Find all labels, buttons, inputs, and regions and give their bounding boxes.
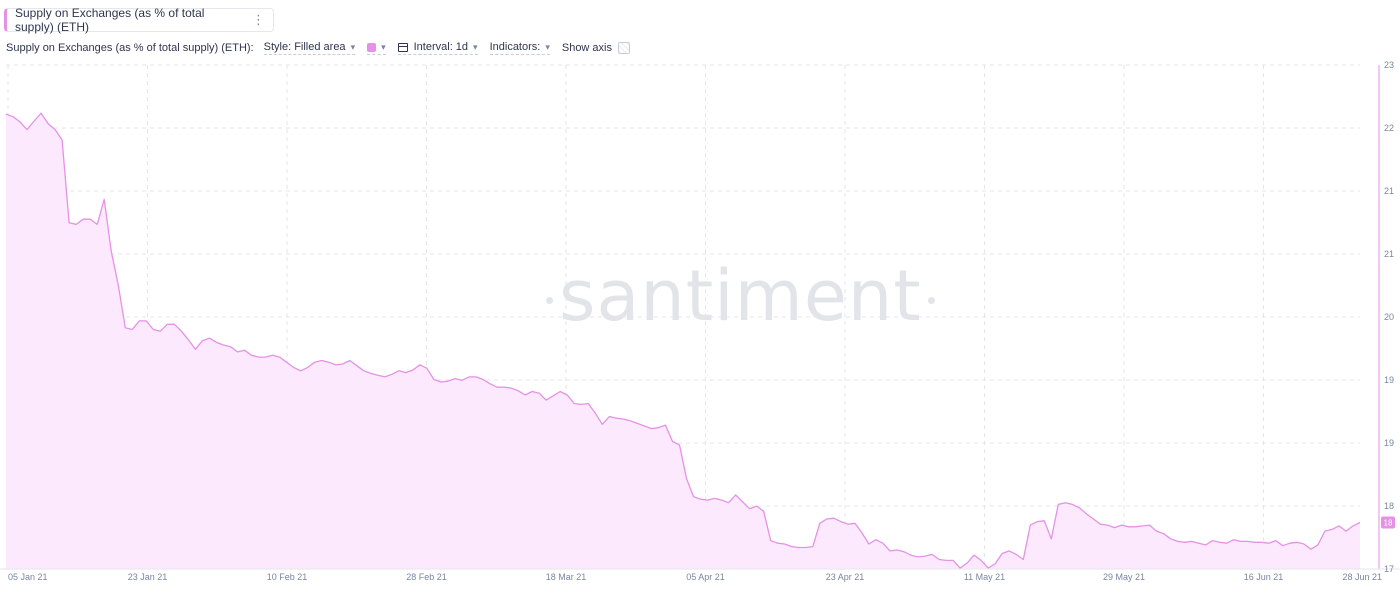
y-tick-label: 19: [1384, 375, 1394, 385]
metric-label: Supply on Exchanges (as % of total suppl…: [6, 42, 254, 54]
y-tick-label: 21: [1384, 186, 1394, 196]
kebab-menu-icon[interactable]: ⋮: [252, 12, 265, 27]
chevron-down-icon: ▾: [473, 41, 478, 52]
metric-chip[interactable]: Supply on Exchanges (as % of total suppl…: [4, 6, 274, 34]
style-dropdown[interactable]: Style: Filled area ▾: [263, 41, 356, 55]
x-tick-label: 28 Jun 21: [1342, 572, 1382, 582]
y-tick-label: 21: [1384, 249, 1394, 259]
metric-chip-label: Supply on Exchanges (as % of total suppl…: [15, 6, 205, 34]
x-tick-label: 05 Apr 21: [686, 572, 725, 582]
y-tick-label: 22: [1384, 123, 1394, 133]
show-axis-toggle[interactable]: Show axis: [562, 42, 630, 54]
interval-dropdown[interactable]: Interval: 1d ▾: [397, 41, 478, 55]
x-tick-label: 05 Jan 21: [8, 572, 48, 582]
chevron-down-icon: ▾: [545, 41, 550, 52]
indicators-dropdown[interactable]: Indicators: ▾: [489, 41, 550, 55]
x-tick-label: 28 Feb 21: [406, 572, 447, 582]
chart-toolbar: Supply on Exchanges (as % of total suppl…: [6, 40, 640, 56]
x-tick-label: 18 Mar 21: [546, 572, 587, 582]
y-tick-label: 23: [1384, 60, 1394, 70]
chevron-down-icon: ▾: [381, 41, 386, 52]
color-swatch-icon: [367, 42, 377, 52]
current-value-label: 18: [1384, 518, 1393, 527]
series-line: [5, 112, 1361, 569]
indicators-dropdown-label: Indicators:: [489, 41, 541, 53]
interval-dropdown-label: Interval: 1d: [413, 41, 469, 53]
chart[interactable]: 05 Jan 21 23 Jan 21 10 Feb 21 28 Feb 21 18 M…: [0, 60, 1400, 593]
y-tick-label: 20: [1384, 312, 1394, 322]
y-tick-label: 19: [1384, 438, 1394, 448]
x-tick-label: 16 Jun 21: [1244, 572, 1284, 582]
calendar-icon: [397, 42, 408, 52]
show-axis-label: Show axis: [561, 42, 612, 54]
current-value-badge: [1381, 516, 1395, 529]
style-dropdown-label: Style: Filled area: [263, 41, 346, 53]
color-picker[interactable]: ▾: [367, 42, 386, 55]
y-tick-label: 17: [1384, 564, 1394, 574]
x-tick-label: 11 May 21: [964, 572, 1005, 582]
chevron-down-icon: ▾: [350, 41, 356, 52]
series-area: [6, 113, 1360, 569]
x-tick-label: 23 Apr 21: [826, 572, 865, 582]
show-axis-checkbox[interactable]: [618, 42, 630, 54]
y-tick-label: 18: [1384, 501, 1394, 511]
x-tick-label: 10 Feb 21: [267, 572, 308, 582]
x-tick-label: 23 Jan 21: [128, 572, 168, 582]
x-tick-label: 29 May 21: [1103, 572, 1145, 582]
